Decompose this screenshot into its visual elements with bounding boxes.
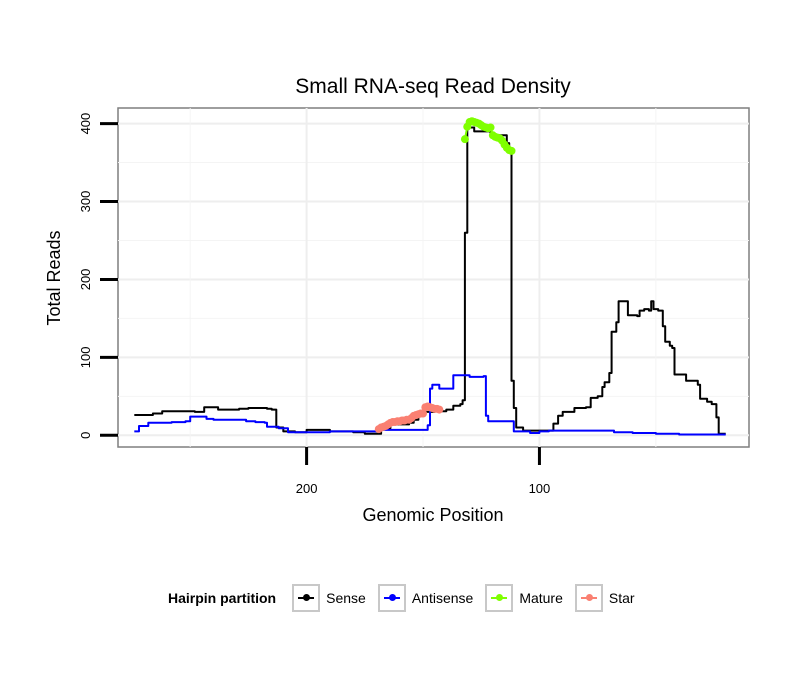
series-mature xyxy=(460,117,516,155)
legend-key-sense xyxy=(292,584,321,612)
legend-title: Hairpin partition xyxy=(168,590,277,606)
data-point-star xyxy=(435,405,444,414)
data-point-mature xyxy=(460,135,469,144)
series-star xyxy=(374,402,444,434)
series-line-antisense xyxy=(134,374,726,436)
series-sense xyxy=(134,126,726,435)
legend-item-mature: Mature xyxy=(485,584,569,612)
series-line-sense xyxy=(134,126,726,435)
data-point-star xyxy=(419,409,428,418)
legend-label-mature: Mature xyxy=(519,590,563,606)
y-tick-label: 0 xyxy=(78,432,93,439)
axes: 0 100 200 300 400 200 100 xyxy=(78,113,550,496)
x-tick-label: 100 xyxy=(529,481,551,496)
y-tick-label: 300 xyxy=(78,191,93,213)
data-point-mature xyxy=(507,146,516,155)
legend-label-star: Star xyxy=(608,590,635,606)
legend-key-star xyxy=(574,584,603,612)
y-axis-label: Total Reads xyxy=(44,230,64,325)
legend-label-sense: Sense xyxy=(326,590,366,606)
series-layer xyxy=(134,117,726,436)
legend-item-antisense: Antisense xyxy=(377,584,479,612)
y-tick-label: 200 xyxy=(78,269,93,291)
legend-key-mature xyxy=(485,584,514,612)
legend-item-sense: Sense xyxy=(292,584,372,612)
legend-key-antisense xyxy=(377,584,406,612)
y-tick-label: 400 xyxy=(78,113,93,135)
y-tick-label: 100 xyxy=(78,347,93,369)
plot-background xyxy=(117,107,750,448)
grid xyxy=(118,108,749,447)
data-point-mature xyxy=(486,123,495,132)
x-axis-label: Genomic Position xyxy=(362,505,503,525)
legend: Hairpin partition Sense Antisense Mature… xyxy=(168,580,647,616)
legend-label-antisense: Antisense xyxy=(411,590,474,606)
x-tick-label: 200 xyxy=(296,481,318,496)
chart-title: Small RNA-seq Read Density xyxy=(295,75,571,98)
series-antisense xyxy=(134,374,726,436)
legend-item-star: Star xyxy=(574,584,641,612)
